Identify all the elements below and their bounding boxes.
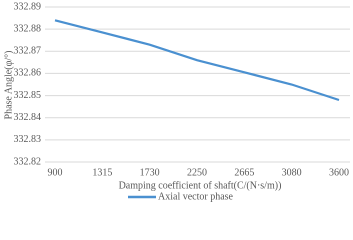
x-tick-label: 1315 xyxy=(92,167,112,178)
x-tick-label: 900 xyxy=(48,167,63,178)
y-tick-label: 332.89 xyxy=(14,1,42,12)
chart: Phase Angle(φ/°) Damping coefficient of … xyxy=(3,1,350,202)
legend-label: Axial vector phase xyxy=(158,191,234,202)
y-tick-label: 332.86 xyxy=(14,68,42,79)
x-tick-label: 1730 xyxy=(140,167,160,178)
y-tick-label: 332.83 xyxy=(14,134,42,145)
y-tick-label: 332.82 xyxy=(14,156,42,167)
x-tick-label: 3080 xyxy=(282,167,302,178)
y-tick-label: 332.85 xyxy=(14,90,42,101)
y-tick-label: 332.88 xyxy=(14,23,42,34)
y-tick-label: 332.84 xyxy=(14,112,42,123)
y-axis-label: Phase Angle(φ/°) xyxy=(3,51,14,120)
x-tick-label: 2250 xyxy=(187,167,207,178)
x-axis-label: Damping coefficient of shaft(C/(N·s/m)) xyxy=(119,180,282,191)
data-line xyxy=(54,19,340,102)
x-tick-label: 2665 xyxy=(234,167,254,178)
x-tick-label: 3600 xyxy=(329,167,349,178)
y-tick-label: 332.87 xyxy=(14,46,42,57)
